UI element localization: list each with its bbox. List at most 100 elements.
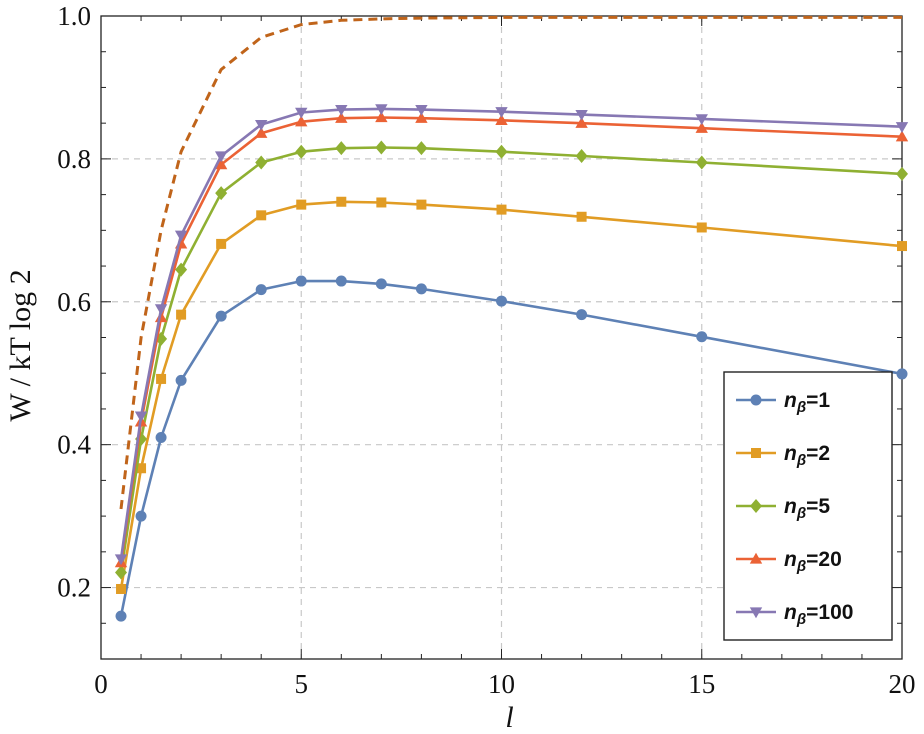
x-tick-label: 15 <box>688 669 715 699</box>
data-point <box>576 211 587 222</box>
legend-swatch-marker <box>749 607 763 619</box>
data-point <box>215 310 227 322</box>
data-point <box>375 278 387 290</box>
y-tick-label: 0.2 <box>57 573 91 603</box>
data-point <box>175 262 188 277</box>
legend-label-sub: β <box>796 558 806 575</box>
data-point <box>695 155 708 170</box>
legend-label-sub: β <box>796 399 806 416</box>
data-point <box>895 122 909 133</box>
data-point <box>375 140 388 155</box>
legend-item: nβ=20 <box>736 548 842 575</box>
legend-swatch-marker <box>750 499 762 513</box>
data-point <box>495 114 508 125</box>
data-point <box>154 304 168 316</box>
data-point <box>295 144 308 159</box>
legend-swatch-marker <box>749 552 763 564</box>
data-point <box>575 149 588 164</box>
legend-label-sub: β <box>796 505 806 522</box>
data-point <box>376 197 387 208</box>
x-axis-label: l <box>505 701 513 734</box>
x-tick-label: 10 <box>488 669 515 699</box>
data-point <box>335 104 348 116</box>
data-point <box>115 565 128 580</box>
axes <box>100 15 903 660</box>
legend-item: nβ=100 <box>736 601 853 628</box>
data-point <box>415 104 428 116</box>
data-point <box>156 373 167 384</box>
data-point <box>214 151 228 163</box>
series-line <box>119 107 903 560</box>
data-point <box>496 295 507 307</box>
data-point <box>255 155 268 170</box>
data-point <box>115 610 127 622</box>
data-point <box>895 130 909 142</box>
y-tick-label: 0.6 <box>57 287 91 317</box>
data-point <box>415 283 427 295</box>
data-point <box>896 368 908 380</box>
legend-label-tail: =20 <box>806 548 842 571</box>
data-point <box>295 107 308 119</box>
x-tick-label: 0 <box>94 669 108 699</box>
legend-label: nβ=1 <box>784 389 830 416</box>
data-point <box>335 275 347 287</box>
legend-label-main: n <box>784 389 797 412</box>
legend-label-tail: =1 <box>806 389 830 412</box>
data-point <box>176 309 187 320</box>
data-point <box>695 114 708 126</box>
plot-area <box>114 15 909 622</box>
legend-label-main: n <box>784 495 797 518</box>
data-point <box>575 116 588 128</box>
legend-item: nβ=1 <box>736 389 830 416</box>
data-point <box>576 309 588 321</box>
data-point <box>897 241 907 252</box>
legend-swatch-marker <box>751 448 761 458</box>
data-point <box>375 104 388 116</box>
data-point <box>575 109 588 121</box>
data-point <box>174 230 188 242</box>
data-point <box>335 111 348 123</box>
series-line <box>119 279 903 617</box>
legend-swatch-marker <box>750 394 762 406</box>
data-point <box>416 199 427 210</box>
legend-label-sub: β <box>796 452 806 469</box>
data-point <box>255 119 268 131</box>
series-line <box>119 200 903 590</box>
limit-curve-line <box>119 15 902 510</box>
data-point <box>214 158 228 170</box>
data-point <box>295 115 308 127</box>
legend-label: nβ=20 <box>784 548 842 575</box>
data-point <box>495 107 508 118</box>
data-point <box>216 238 227 249</box>
data-point <box>135 510 147 522</box>
data-point <box>114 554 128 566</box>
y-axis-label: W / kT log 2 <box>4 269 37 421</box>
data-point <box>896 166 908 181</box>
data-point <box>116 583 127 594</box>
legend-label-main: n <box>784 548 797 571</box>
data-point <box>415 141 428 156</box>
data-point <box>295 275 307 287</box>
data-point <box>415 111 428 123</box>
legend-label-tail: =100 <box>806 601 853 624</box>
y-tick-label: 1.0 <box>57 1 91 31</box>
data-point <box>256 210 267 221</box>
legend-label-tail: =2 <box>806 442 830 465</box>
data-point <box>296 199 307 210</box>
data-point <box>695 121 708 133</box>
legend-label: nβ=100 <box>784 601 853 628</box>
data-point <box>336 196 347 207</box>
tick-labels: 0 5 10 15 20 0.2 0.4 0.6 0.8 1.0 <box>57 1 915 699</box>
legend-label-main: n <box>784 442 797 465</box>
x-tick-label: 20 <box>889 669 916 699</box>
data-point <box>375 111 388 123</box>
data-point <box>255 126 268 138</box>
legend-label: nβ=2 <box>784 442 830 469</box>
data-point <box>215 186 228 201</box>
y-tick-label: 0.4 <box>57 430 91 460</box>
series-5 <box>114 104 909 566</box>
legend-item: nβ=5 <box>736 495 830 522</box>
data-point <box>155 432 167 444</box>
